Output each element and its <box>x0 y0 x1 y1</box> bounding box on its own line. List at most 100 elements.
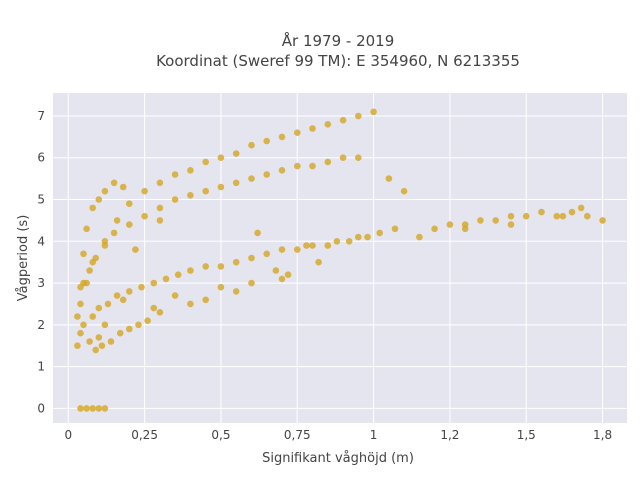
data-point <box>95 334 103 341</box>
data-point <box>477 217 484 224</box>
y-tick-label: 0 <box>37 401 45 415</box>
data-point <box>104 300 112 308</box>
data-point <box>416 233 423 241</box>
data-point <box>294 129 301 136</box>
data-point <box>86 338 93 345</box>
data-point <box>156 179 164 187</box>
data-point <box>522 212 530 220</box>
data-point <box>492 217 500 224</box>
data-point <box>370 108 377 116</box>
data-point <box>77 405 84 412</box>
data-point <box>232 258 240 266</box>
data-point <box>446 221 454 228</box>
data-point <box>309 242 316 249</box>
data-point <box>171 196 179 203</box>
data-point <box>101 405 109 412</box>
data-point <box>116 329 124 337</box>
y-tick-label: 2 <box>37 318 45 332</box>
data-point <box>144 317 151 325</box>
data-point <box>355 154 362 161</box>
x-tick-label: 1,2 <box>440 428 459 442</box>
data-point <box>461 225 469 233</box>
data-point <box>101 187 109 195</box>
x-axis-title: Signifikant våghöjd (m) <box>262 451 414 466</box>
data-point <box>98 342 106 350</box>
data-point <box>217 283 225 291</box>
data-point <box>278 275 286 283</box>
data-point <box>364 233 371 241</box>
x-tick-label: 0,25 <box>131 428 158 442</box>
data-point <box>89 204 96 212</box>
data-point <box>83 405 90 412</box>
data-point <box>101 242 109 249</box>
y-tick-label: 7 <box>37 109 45 123</box>
data-points <box>74 108 606 412</box>
data-point <box>559 212 567 220</box>
y-tick-labels: 0 1 2 3 4 5 6 7 <box>37 109 45 415</box>
data-point <box>95 196 103 203</box>
data-point <box>263 250 271 258</box>
data-point <box>507 212 515 220</box>
data-point <box>278 167 286 174</box>
data-point <box>599 217 606 224</box>
data-point <box>309 162 316 170</box>
data-point <box>113 217 121 224</box>
data-point <box>217 183 225 191</box>
data-point <box>217 154 225 161</box>
data-point <box>278 133 286 141</box>
data-point <box>202 158 209 166</box>
data-point <box>156 309 164 316</box>
data-point <box>187 192 194 199</box>
data-point <box>324 158 332 166</box>
y-tick-label: 3 <box>37 276 45 290</box>
plot-area <box>53 93 627 423</box>
data-point <box>333 238 341 245</box>
data-point <box>294 162 301 170</box>
data-point <box>507 221 515 228</box>
data-point <box>248 279 255 287</box>
data-point <box>80 279 87 287</box>
data-point <box>577 204 585 212</box>
data-point <box>89 313 96 320</box>
y-tick-label: 6 <box>37 151 45 165</box>
data-point <box>126 221 133 228</box>
chart-title: År 1979 - 2019 <box>282 31 395 50</box>
data-point <box>141 212 148 220</box>
y-tick-label: 5 <box>37 193 45 207</box>
data-point <box>248 141 255 149</box>
data-point <box>284 271 292 279</box>
data-point <box>150 279 158 287</box>
y-tick-label: 4 <box>37 234 45 248</box>
data-point <box>135 321 142 329</box>
y-axis-title: Vågperiod (s) <box>16 215 31 302</box>
data-point <box>263 171 271 178</box>
data-point <box>119 296 127 304</box>
data-point <box>278 246 286 253</box>
data-point <box>339 116 347 124</box>
data-point <box>217 263 225 270</box>
x-tick-label: 0,5 <box>211 428 230 442</box>
data-point <box>119 183 127 191</box>
data-point <box>248 175 255 182</box>
data-point <box>171 292 179 299</box>
data-point <box>156 204 164 212</box>
data-point <box>110 229 118 237</box>
data-point <box>138 283 145 291</box>
data-point <box>568 208 576 216</box>
data-point <box>339 154 347 161</box>
data-point <box>101 321 109 329</box>
data-point <box>232 150 240 157</box>
data-point <box>92 346 99 354</box>
data-point <box>376 229 384 237</box>
data-point <box>303 242 310 249</box>
data-point <box>113 292 121 299</box>
data-point <box>80 250 87 258</box>
data-point <box>584 212 591 220</box>
data-point <box>272 267 280 274</box>
data-point <box>126 200 133 207</box>
data-point <box>294 246 301 253</box>
data-point <box>345 238 353 245</box>
data-point <box>141 187 148 195</box>
